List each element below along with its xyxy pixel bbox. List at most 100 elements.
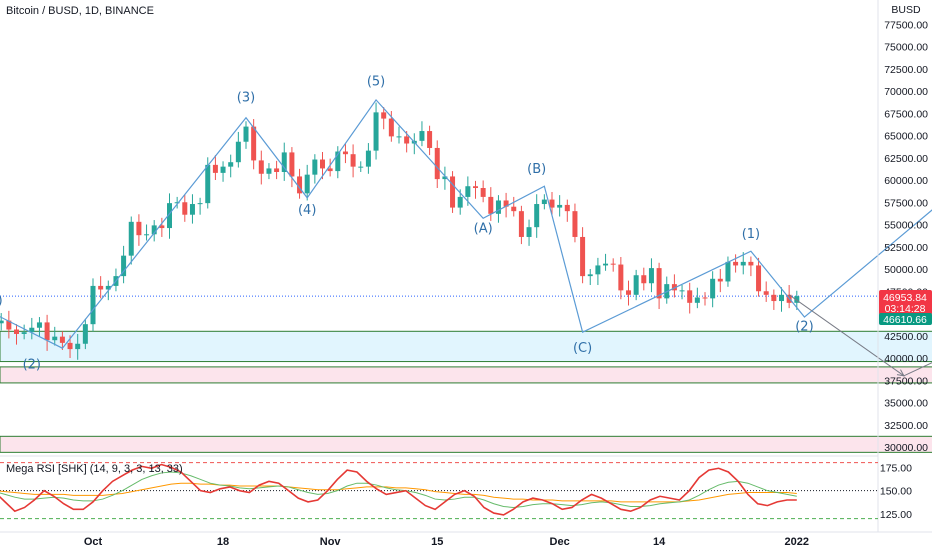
- candle-body: [587, 274, 593, 277]
- candle: [75, 333, 81, 360]
- candle-body: [733, 261, 739, 266]
- price-axis[interactable]: 77500.00 75000.00 72500.00 70000.00 67500.00…: [884, 19, 928, 454]
- price-tick-label: 55000.00: [884, 220, 928, 232]
- candle-body: [572, 211, 578, 237]
- indicator-pane[interactable]: [0, 462, 878, 520]
- candle-body: [488, 196, 494, 214]
- candle: [304, 164, 310, 201]
- candle-body: [44, 322, 50, 341]
- candle-body: [59, 336, 65, 343]
- zone-layer: [0, 330, 932, 453]
- price-tick-label: 40000.00: [884, 353, 928, 365]
- candle-body: [266, 168, 272, 174]
- candle-body: [167, 203, 172, 229]
- indicator-rsi-line: [0, 463, 797, 516]
- price-tick-label: 67500.00: [884, 108, 928, 120]
- candle: [488, 187, 494, 221]
- candle-body: [136, 221, 142, 236]
- candle: [434, 140, 440, 189]
- candle: [511, 196, 517, 217]
- candle: [396, 126, 402, 144]
- time-tick-label: Dec: [550, 536, 570, 548]
- price-tick-label: 60000.00: [884, 175, 928, 187]
- candle-body: [159, 225, 165, 229]
- candle: [189, 194, 195, 224]
- candle-body: [396, 136, 402, 138]
- candle-body: [312, 159, 318, 175]
- candle: [281, 142, 287, 181]
- demand-zone: [0, 330, 932, 363]
- candle-body: [342, 151, 348, 155]
- candle: [480, 180, 486, 203]
- candle-body: [427, 131, 433, 148]
- wave-label: (B): [527, 162, 546, 177]
- candle-body: [388, 118, 394, 137]
- indicator-signal-line: [0, 471, 797, 508]
- candle-body: [756, 265, 762, 292]
- last-price-badge: 46953.84 03:14:28: [879, 290, 932, 315]
- candle-body: [771, 294, 777, 302]
- candle-body: [381, 112, 387, 119]
- wave-label: (3): [237, 91, 255, 106]
- candle: [182, 194, 188, 222]
- candle-body: [304, 174, 310, 194]
- time-tick-label: 14: [653, 536, 666, 548]
- candle: [526, 219, 532, 246]
- candle: [59, 331, 65, 350]
- candle: [656, 262, 662, 310]
- time-tick-label: 15: [431, 536, 443, 548]
- candle: [641, 267, 647, 291]
- candle-body: [595, 265, 601, 275]
- candle: [603, 253, 609, 271]
- candle-body: [564, 204, 570, 212]
- candle: [167, 193, 172, 239]
- candle-body: [320, 159, 325, 169]
- candle-body: [626, 290, 631, 295]
- candle-body: [710, 278, 716, 299]
- wave-label: (C): [573, 341, 592, 356]
- candle: [82, 318, 88, 350]
- candle: [580, 227, 586, 284]
- candle-body: [243, 126, 249, 142]
- indicator-tick-label: 150.00: [880, 486, 912, 498]
- price-tick-label: 50000.00: [884, 264, 928, 276]
- candle-body: [373, 112, 379, 151]
- candle: [702, 292, 708, 306]
- candle: [534, 194, 540, 238]
- candle: [327, 158, 333, 177]
- candle-body: [82, 324, 88, 344]
- candle-body: [67, 342, 73, 350]
- candle-body: [702, 297, 708, 299]
- candle: [258, 150, 264, 185]
- candle-body: [465, 186, 471, 197]
- candle: [212, 155, 218, 180]
- candle-body: [14, 329, 19, 334]
- candle-body: [335, 151, 341, 172]
- candle-body: [580, 236, 586, 277]
- candle-body: [442, 176, 448, 180]
- price-tick-label: 72500.00: [884, 64, 928, 76]
- candle: [618, 256, 624, 300]
- candle-body: [52, 336, 58, 341]
- candle: [518, 205, 524, 245]
- candle-body: [618, 264, 624, 291]
- time-tick-label: Oct: [84, 536, 103, 548]
- candle-body: [358, 166, 364, 168]
- candle: [335, 146, 341, 179]
- projection-line: [788, 294, 932, 377]
- candle: [350, 144, 356, 178]
- candle: [557, 195, 563, 217]
- candle-body: [748, 261, 754, 266]
- candle: [174, 196, 180, 209]
- candle-body: [526, 227, 532, 237]
- price-tick-label: 42500.00: [884, 331, 928, 343]
- candle: [113, 268, 119, 292]
- wave-label: (2): [23, 358, 41, 373]
- price-tick-label: 52500.00: [884, 242, 928, 254]
- time-axis[interactable]: Oct 18 Nov 15 Dec 14 2022: [84, 536, 809, 548]
- candle-body: [128, 221, 134, 256]
- candle: [235, 131, 241, 168]
- candle-body: [182, 202, 188, 215]
- indicator-label: Mega RSI [SHK] (14, 9, 3, 3, 13, 33): [6, 463, 183, 475]
